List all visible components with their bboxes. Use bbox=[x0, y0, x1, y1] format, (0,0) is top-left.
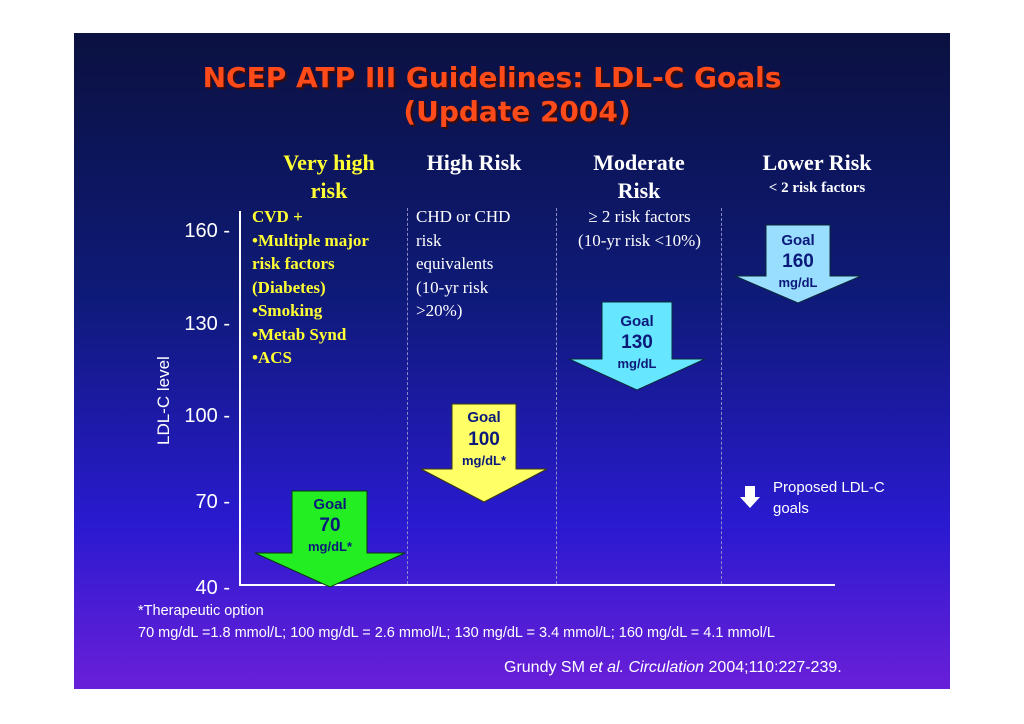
citation-author: Grundy SM bbox=[504, 659, 590, 676]
footnote-therapeutic: *Therapeutic option bbox=[138, 603, 264, 619]
goal-word: Goal bbox=[313, 496, 347, 513]
footnote-conversion: 70 mg/dL =1.8 mmol/L; 100 mg/dL = 2.6 mm… bbox=[138, 625, 775, 641]
criteria-line: CHD or CHD bbox=[416, 207, 511, 226]
y-tick-70: 70 - bbox=[195, 491, 230, 513]
down-arrow-icon bbox=[420, 403, 548, 503]
goal-unit: mg/dL bbox=[778, 275, 818, 290]
down-arrow-icon bbox=[254, 490, 406, 588]
column-divider bbox=[721, 208, 722, 584]
goal-word: Goal bbox=[781, 232, 815, 249]
criteria-line: >20%) bbox=[416, 301, 463, 320]
goal-word: Goal bbox=[620, 313, 654, 330]
goal-arrow-70: Goal 70 mg/dL* bbox=[254, 490, 406, 588]
criteria-line: risk factors bbox=[252, 254, 335, 273]
goal-arrow-130: Goal 130 mg/dL bbox=[568, 301, 706, 391]
moderate-risk-criteria: ≥ 2 risk factors (10-yr risk <10%) bbox=[562, 205, 717, 252]
goal-arrow-160: Goal 160 mg/dL bbox=[734, 224, 862, 304]
criteria-line: ≥ 2 risk factors bbox=[588, 207, 691, 226]
goal-arrow-100: Goal 100 mg/dL* bbox=[420, 403, 548, 503]
y-tick-100: 100 - bbox=[184, 405, 230, 427]
slide-title-line2: (Update 2004) bbox=[403, 95, 631, 128]
criteria-line: (Diabetes) bbox=[252, 277, 326, 297]
criteria-line: equivalents bbox=[416, 254, 494, 273]
high-risk-criteria: CHD or CHD risk equivalents (10-yr risk … bbox=[416, 205, 546, 323]
column-heading-lower: Lower Risk bbox=[762, 150, 872, 175]
down-arrow-icon bbox=[734, 224, 862, 304]
criteria-line: •Multiple major bbox=[252, 230, 369, 250]
heading-moderate-line2: Risk bbox=[617, 178, 661, 203]
down-arrow-icon bbox=[568, 301, 706, 391]
criteria-line: risk bbox=[416, 230, 442, 250]
heading-very-high-line2: risk bbox=[310, 178, 348, 203]
heading-moderate-line1: Moderate bbox=[593, 150, 685, 175]
citation: Grundy SM et al. Circulation 2004;110:22… bbox=[504, 659, 842, 677]
goal-unit: mg/dL bbox=[617, 356, 657, 371]
lower-risk-subheading: < 2 risk factors bbox=[768, 180, 866, 196]
column-divider bbox=[407, 208, 408, 584]
y-tick-160: 160 - bbox=[184, 220, 230, 242]
y-axis-label: LDL-C level bbox=[154, 356, 173, 445]
goal-value: 100 bbox=[468, 429, 500, 450]
goal-value: 70 bbox=[319, 515, 341, 536]
citation-ref: 2004;110:227-239. bbox=[704, 659, 842, 676]
slide-title-line1: NCEP ATP III Guidelines: LDL-C Goals bbox=[202, 61, 782, 94]
x-axis-line bbox=[239, 584, 835, 586]
heading-very-high-line1: Very high bbox=[283, 150, 375, 175]
column-divider bbox=[556, 208, 557, 584]
goal-unit: mg/dL* bbox=[307, 539, 353, 554]
criteria-line: •Metab Synd bbox=[252, 324, 347, 344]
criteria-line: CVD + bbox=[252, 207, 303, 226]
goal-unit: mg/dL* bbox=[461, 453, 507, 468]
legend-line: goals bbox=[773, 500, 809, 517]
legend-arrow-icon bbox=[740, 486, 760, 508]
y-tick-130: 130 - bbox=[184, 313, 230, 335]
very-high-criteria: CVD + •Multiple major risk factors (Diab… bbox=[252, 205, 412, 370]
criteria-line: (10-yr risk bbox=[416, 277, 489, 297]
criteria-line: •ACS bbox=[252, 348, 292, 367]
goal-word: Goal bbox=[467, 409, 501, 426]
citation-journal: et al. Circulation bbox=[589, 659, 705, 676]
column-heading-very-high: Very high risk bbox=[259, 149, 399, 205]
y-axis-line bbox=[239, 211, 241, 586]
legend-line: Proposed LDL-C bbox=[773, 479, 885, 496]
y-tick-40: 40 - bbox=[195, 577, 230, 599]
criteria-line: (10-yr risk <10%) bbox=[578, 230, 701, 250]
criteria-line: •Smoking bbox=[252, 301, 323, 320]
column-heading-high: High Risk bbox=[426, 150, 522, 175]
goal-value: 130 bbox=[621, 332, 653, 353]
slide: NCEP ATP III Guidelines: LDL-C Goals (Up… bbox=[74, 33, 950, 689]
column-heading-moderate: Moderate Risk bbox=[569, 149, 709, 205]
goal-value: 160 bbox=[782, 251, 814, 272]
legend-label: Proposed LDL-C goals bbox=[773, 477, 885, 519]
